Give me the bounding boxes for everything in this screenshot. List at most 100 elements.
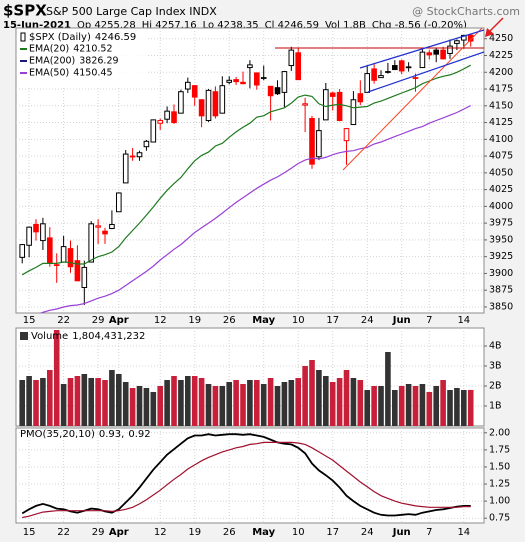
candle-body — [378, 75, 384, 79]
ema-line — [39, 104, 471, 313]
quote-item: Vol 1.8B — [325, 20, 366, 31]
x-tick-label: 17 — [326, 527, 339, 538]
volume-bar — [122, 382, 129, 426]
volume-bar — [19, 380, 26, 426]
volume-value: 1,804,431,232 — [72, 331, 145, 342]
candle-body — [267, 85, 274, 97]
legend-swatch — [20, 332, 28, 340]
candle-body — [247, 64, 253, 69]
volume-bar — [164, 380, 170, 426]
volume-bar — [198, 378, 205, 426]
legend-box — [18, 30, 146, 86]
volume-bar — [447, 390, 453, 426]
volume-bar — [33, 380, 39, 426]
arrow-shaft — [487, 17, 504, 34]
candle-body — [316, 130, 322, 158]
candle-body — [74, 260, 81, 282]
x-tick-label: 17 — [326, 315, 339, 326]
x-tick-label: Apr — [109, 315, 129, 326]
candle-body — [405, 66, 412, 69]
volume-bar — [226, 382, 233, 426]
pmo-line — [22, 441, 471, 519]
volume-bar — [426, 392, 433, 426]
candle-body — [185, 81, 191, 90]
candle-body — [385, 71, 391, 73]
volume-bar — [392, 390, 398, 426]
credit: @ StockCharts.com — [412, 5, 520, 18]
x-tick-label: 7 — [426, 527, 432, 538]
volume-bar — [461, 390, 467, 426]
x-tick-label: 24 — [361, 527, 374, 538]
legend-label: EMA(50) — [29, 68, 69, 79]
x-tick-label: 22 — [57, 315, 70, 326]
candle-body — [150, 119, 157, 143]
candle-body — [81, 266, 88, 289]
volume-title: Volume — [31, 331, 68, 342]
volume-bar — [178, 380, 184, 426]
signal-value: 0.92 — [128, 429, 150, 440]
x-tick-label: 15 — [23, 315, 36, 326]
y-tick-label: 2.00 — [489, 427, 510, 438]
volume-bar — [219, 386, 226, 426]
volume-bar — [116, 374, 122, 426]
y-tick-label: 0.75 — [489, 513, 510, 524]
y-tick-label: 4150 — [489, 100, 513, 111]
x-tick-label: 22 — [57, 527, 70, 538]
legend-candle — [20, 32, 26, 42]
y-tick-label: 1.50 — [489, 461, 510, 472]
y-tick-label: 4200 — [489, 67, 513, 78]
volume-bar — [143, 388, 150, 426]
ema-line — [21, 64, 471, 276]
x-tick-label: 26 — [223, 527, 236, 538]
volume-bar — [302, 366, 308, 426]
y-tick-label: 3950 — [489, 234, 513, 245]
candle-body — [433, 49, 440, 55]
candle-body — [136, 152, 143, 158]
volume-bar — [329, 382, 336, 426]
quote-item: Op 4255.28 — [77, 20, 136, 31]
y-tick-label: 4075 — [489, 151, 513, 162]
candle-body — [143, 140, 150, 148]
quote-item: Hi 4257.16 — [142, 20, 197, 31]
candle-body — [53, 264, 60, 267]
x-tick-label: 19 — [188, 527, 201, 538]
candle-body — [47, 237, 53, 264]
candle-body — [419, 51, 426, 69]
candle-body — [178, 91, 184, 114]
candle-body — [116, 192, 122, 213]
y-tick-label: 1.25 — [489, 479, 510, 490]
support-line — [342, 28, 483, 171]
legend-value: 4150.45 — [73, 68, 112, 79]
candle-body — [233, 79, 239, 83]
arrow-head — [485, 28, 494, 37]
candle-body — [67, 248, 74, 268]
y-tick-label: 4125 — [489, 117, 513, 128]
y-tick-label: 4100 — [489, 134, 513, 145]
x-tick-label: 14 — [457, 315, 470, 326]
x-tick-label: 24 — [361, 315, 374, 326]
x-tick-label: May — [252, 527, 275, 538]
candle-body — [171, 111, 177, 124]
quote-item: Chg -8.56 (-0.20%) — [372, 20, 467, 31]
pmo-lines — [21, 433, 471, 519]
candle-body — [157, 120, 164, 124]
y-tick-label: 3850 — [489, 301, 513, 312]
candle-body — [288, 49, 295, 67]
date: 15-Jun-2021 — [3, 20, 71, 31]
candle-body — [329, 92, 336, 97]
channel-upper — [359, 29, 484, 69]
candle-body — [302, 103, 308, 106]
volume-bar — [129, 388, 136, 426]
x-tick-label: 29 — [92, 527, 105, 538]
volume-bar — [53, 330, 60, 426]
volume-bar — [267, 378, 274, 426]
volume-bar — [47, 370, 53, 426]
candle-body — [102, 230, 108, 235]
volume-bar — [364, 390, 371, 426]
candle-body — [26, 226, 32, 246]
pmo-line — [21, 433, 471, 517]
volume-bar — [454, 388, 460, 426]
volume-bar — [254, 380, 260, 426]
volume-bar — [412, 386, 419, 426]
